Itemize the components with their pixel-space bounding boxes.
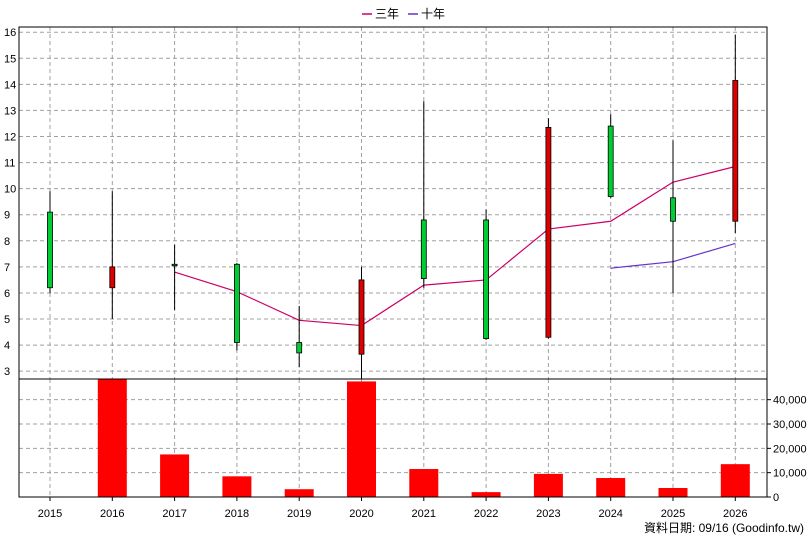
x-tick-label: 2016: [100, 508, 124, 520]
x-tick-label: 2018: [225, 508, 249, 520]
candle-body: [420, 219, 427, 280]
legend-label: 十年: [421, 7, 445, 21]
volume-bar: [97, 379, 127, 497]
volume-bar: [222, 476, 252, 497]
price-panel: 3 4 5 6 7 8 9 10 11 12 13 14 15 16: [4, 26, 768, 380]
price-tick-label: 4: [4, 340, 10, 352]
volume-tick-label: 40,000: [773, 395, 807, 407]
x-tick-label: 2021: [412, 508, 436, 520]
candle-body: [171, 263, 178, 267]
price-tick-label: 13: [4, 105, 16, 117]
x-tick-label: 2020: [349, 508, 373, 520]
price-tick-label: 12: [4, 132, 16, 144]
legend-label: 三年: [375, 7, 399, 21]
legend: 三年 十年: [362, 7, 445, 21]
volume-bar: [160, 454, 190, 497]
candle-body: [732, 80, 739, 222]
volume-bar: [284, 489, 314, 497]
candle-body: [296, 342, 303, 354]
x-tick-label: 2024: [598, 508, 622, 520]
candle-body: [670, 197, 676, 222]
volume-bar: [347, 381, 376, 497]
price-tick-label: 15: [4, 53, 16, 65]
x-tick-label: 2023: [536, 508, 560, 520]
volume-bar: [720, 464, 750, 497]
price-tick-label: 14: [4, 79, 16, 91]
volume-bar: [596, 478, 626, 497]
volume-tick-label: 20,000: [773, 443, 807, 455]
volume-bar: [471, 492, 501, 497]
price-tick-label: 5: [4, 314, 10, 326]
price-tick-label: 10: [4, 184, 16, 196]
price-plot-area: [19, 27, 767, 379]
volume-tick-label: 10,000: [773, 468, 807, 480]
volume-frame: [18, 378, 768, 498]
x-tick-label: 2015: [38, 508, 62, 520]
series-line-three-year: [174, 165, 736, 327]
volume-tick-label: 0: [773, 492, 779, 504]
candle-body: [545, 126, 552, 338]
volume-bar: [658, 487, 688, 497]
volume-tick-label: 30,000: [773, 419, 807, 431]
price-tick-label: 11: [4, 158, 15, 170]
price-tick-label: 16: [4, 27, 16, 39]
volume-plot-area: [19, 379, 767, 497]
candle-body: [483, 219, 490, 339]
x-tick-label: 2022: [474, 508, 498, 520]
volume-panel: 0 10,000 20,000 30,000 40,000: [18, 378, 807, 504]
x-tick-label: 2019: [287, 508, 311, 520]
x-axis: 2015 2016 2017 2018 2019 2020 2021 2022 2023 2024…: [38, 497, 748, 520]
candle-body: [233, 263, 240, 343]
x-tick-label: 2017: [162, 508, 186, 520]
x-tick-label: 2025: [661, 508, 685, 520]
price-tick-label: 7: [4, 262, 10, 274]
price-tick-label: 3: [4, 366, 10, 378]
candle-body: [607, 125, 614, 197]
volume-bar: [409, 469, 439, 497]
price-tick-label: 8: [4, 236, 10, 248]
volume-bar: [533, 473, 563, 497]
price-tick-label: 6: [4, 288, 10, 300]
price-tick-label: 9: [4, 210, 10, 222]
candle-body: [358, 279, 365, 355]
candle-body: [109, 266, 116, 289]
candle-body: [47, 211, 53, 289]
data-source-note: 資料日期: 09/16 (Goodinfo.tw): [644, 521, 804, 535]
x-tick-label: 2026: [723, 508, 747, 520]
